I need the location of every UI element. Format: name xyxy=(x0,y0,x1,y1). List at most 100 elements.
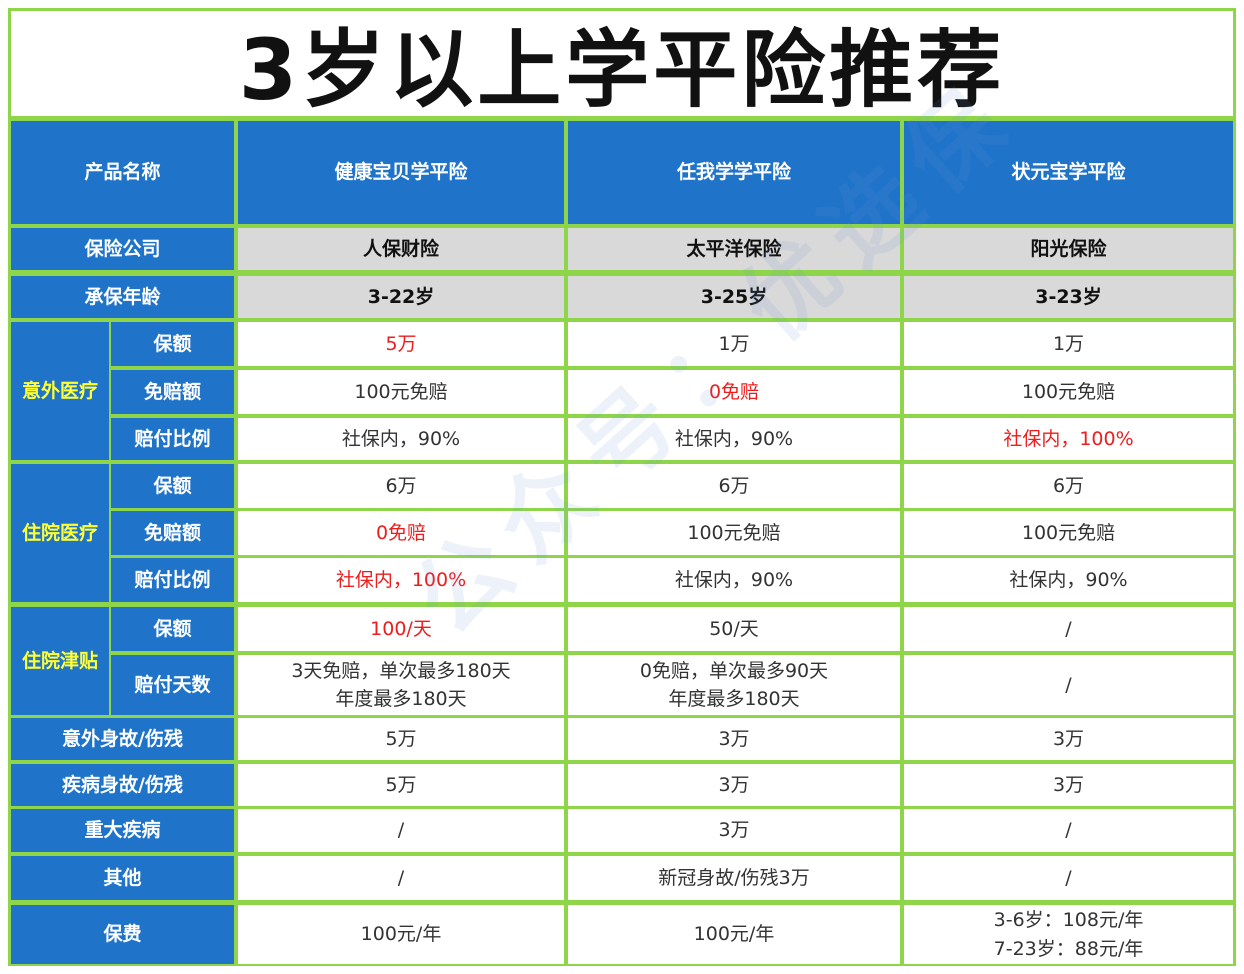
cell-value: 社保内，90% xyxy=(1009,568,1128,591)
sub-label-cell: 赔付天数 xyxy=(111,655,234,715)
category-cell: 意外医疗 xyxy=(11,322,109,460)
cell-value: 3万 xyxy=(718,727,750,750)
info-value: 3-22岁 xyxy=(367,285,435,308)
cell-value-line: 0免赔，单次最多90天 xyxy=(639,659,829,682)
value-cell: 0免赔 xyxy=(238,511,564,555)
cell-value: 社保内，90% xyxy=(674,568,794,591)
value-cell: 3万 xyxy=(568,809,900,852)
value-cell: / xyxy=(904,655,1233,715)
cell-value: 0免赔 xyxy=(708,380,760,403)
value-cell: 社保内，90% xyxy=(568,558,900,602)
category-label: 意外医疗 xyxy=(21,379,98,402)
sub-label: 免赔额 xyxy=(143,521,201,544)
header-label: 产品名称 xyxy=(84,161,161,184)
row-label: 疾病身故/伤残 xyxy=(62,773,183,796)
info-value: 阳光保险 xyxy=(1030,237,1107,260)
sub-label-cell: 赔付比例 xyxy=(111,558,234,602)
value-cell: 100元/年 xyxy=(238,905,564,964)
cell-value: / xyxy=(1065,819,1072,842)
row-label: 保费 xyxy=(103,923,142,946)
category-label: 住院津贴 xyxy=(21,649,98,672)
cell-value-line: 3-6岁：108元/年 xyxy=(993,909,1144,931)
info-value-cell: 3-23岁 xyxy=(904,276,1233,318)
value-cell: 100元免赔 xyxy=(568,511,900,555)
value-cell: 3万 xyxy=(568,718,900,760)
page-title: 3岁以上学平险推荐 xyxy=(238,21,1006,119)
info-value: 3-23岁 xyxy=(1035,285,1102,308)
cell-value: 5万 xyxy=(385,332,417,355)
cell-value: 100元免赔 xyxy=(1021,521,1116,544)
cell-value-line: 年度最多180天 xyxy=(668,688,800,710)
row-label-cell: 保险公司 xyxy=(11,228,234,270)
value-cell: 3万 xyxy=(904,718,1233,760)
sub-label: 保额 xyxy=(153,617,192,640)
sub-label: 赔付天数 xyxy=(134,673,211,696)
sub-label: 赔付比例 xyxy=(134,427,211,450)
value-cell: 100元免赔 xyxy=(904,370,1233,414)
cell-value: 100元免赔 xyxy=(1021,380,1116,403)
cell-value: 5万 xyxy=(385,773,417,796)
value-cell: / xyxy=(904,809,1233,852)
cell-value: / xyxy=(1065,617,1072,640)
value-cell: 100元免赔 xyxy=(904,511,1233,555)
value-cell: 5万 xyxy=(238,718,564,760)
category-label: 住院医疗 xyxy=(21,521,98,544)
sub-label-cell: 保额 xyxy=(111,322,234,366)
cell-value: 新冠身故/伤残3万 xyxy=(658,866,810,889)
info-value-cell: 人保财险 xyxy=(238,228,564,270)
value-cell: 5万 xyxy=(238,764,564,806)
info-value-cell: 太平洋保险 xyxy=(568,228,900,270)
row-label: 保险公司 xyxy=(84,237,161,260)
row-label-cell: 疾病身故/伤残 xyxy=(11,764,234,806)
value-cell: 50/天 xyxy=(568,607,900,651)
value-cell: 新冠身故/伤残3万 xyxy=(568,856,900,900)
sub-label: 免赔额 xyxy=(143,380,201,403)
cell-value: 6万 xyxy=(1052,474,1085,497)
cell-value: 社保内，90% xyxy=(341,427,461,450)
category-cell: 住院津贴 xyxy=(11,607,109,715)
cell-value: 6万 xyxy=(718,474,750,497)
product-header-cell: 健康宝贝学平险 xyxy=(238,121,564,224)
cell-value: 社保内，100% xyxy=(335,568,467,591)
row-label-cell: 其他 xyxy=(11,856,234,900)
value-cell: 3-6岁：108元/年 7-23岁：88元/年 xyxy=(904,905,1233,964)
cell-value: 6万 xyxy=(385,474,417,497)
cell-value: 社保内，100% xyxy=(1003,427,1134,450)
value-cell: 6万 xyxy=(904,464,1233,508)
value-cell: 5万 xyxy=(238,322,564,366)
sub-label-cell: 免赔额 xyxy=(111,511,234,555)
cell-value: 100/天 xyxy=(370,617,432,640)
row-label: 其他 xyxy=(103,866,142,889)
sub-label-cell: 保额 xyxy=(111,464,234,508)
cell-value: / xyxy=(397,819,405,842)
value-cell: 1万 xyxy=(568,322,900,366)
row-label-cell: 承保年龄 xyxy=(11,276,234,318)
value-cell: 100元免赔 xyxy=(238,370,564,414)
value-cell: 3万 xyxy=(904,764,1233,806)
cell-value: 社保内，90% xyxy=(674,427,794,450)
value-cell: / xyxy=(904,607,1233,651)
cell-value: 1万 xyxy=(718,332,750,355)
value-cell: 3天免赔，单次最多180天 年度最多180天 xyxy=(238,655,564,715)
info-value: 人保财险 xyxy=(362,237,439,260)
row-label: 承保年龄 xyxy=(84,285,161,308)
cell-value-line: 年度最多180天 xyxy=(335,688,467,710)
sub-label: 保额 xyxy=(153,474,192,497)
cell-value: 3万 xyxy=(1052,773,1085,796)
sub-label: 保额 xyxy=(153,332,192,355)
cell-value: 100元免赔 xyxy=(354,380,448,403)
value-cell: 社保内，90% xyxy=(568,418,900,460)
row-label-cell: 重大疾病 xyxy=(11,809,234,852)
cell-value: 50/天 xyxy=(709,617,759,640)
row-label: 意外身故/伤残 xyxy=(62,727,183,750)
info-value: 太平洋保险 xyxy=(686,237,782,260)
cell-value: 0免赔 xyxy=(375,521,427,544)
cell-value-line: 3天免赔，单次最多180天 xyxy=(291,659,511,682)
value-cell: 社保内，90% xyxy=(904,558,1233,602)
value-cell: / xyxy=(904,856,1233,900)
sub-label-cell: 免赔额 xyxy=(111,370,234,414)
cell-value: / xyxy=(397,866,405,889)
value-cell: 3万 xyxy=(568,764,900,806)
value-cell: 0免赔，单次最多90天 年度最多180天 xyxy=(568,655,900,715)
sub-label-cell: 保额 xyxy=(111,607,234,651)
